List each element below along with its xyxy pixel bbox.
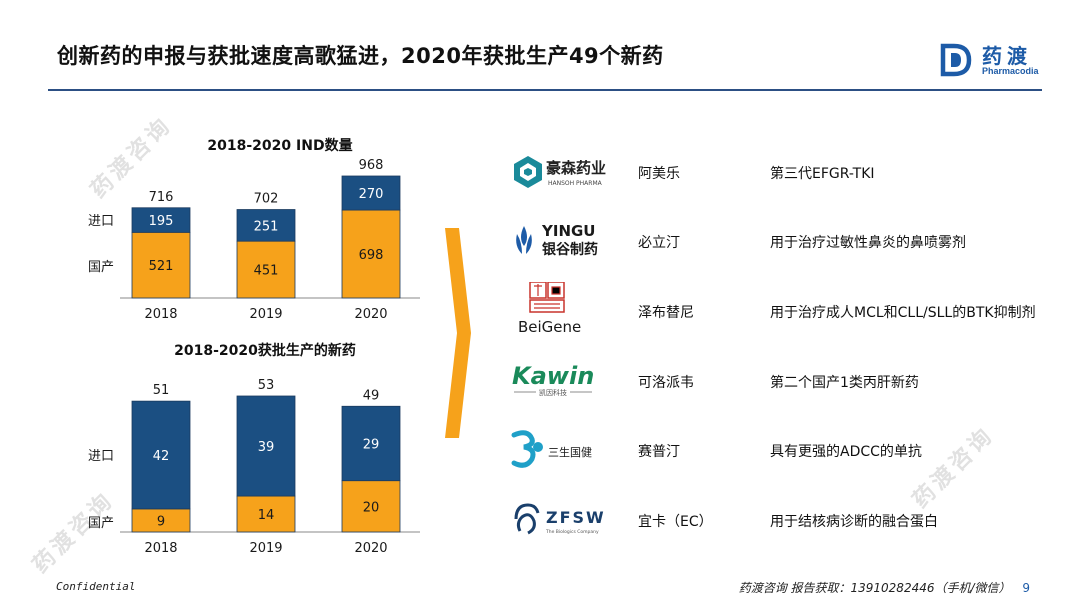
chevron-right-icon: [445, 228, 471, 438]
data-label: 451: [254, 264, 279, 279]
drug-name: 必立汀: [638, 235, 680, 251]
series-label: 进口: [88, 214, 114, 229]
data-label: 251: [254, 219, 279, 234]
yingu-logo: YINGU 银谷制药: [516, 222, 598, 258]
zfsw-logo: ZFSW The Biologics Company: [514, 503, 606, 535]
total-label: 49: [363, 388, 380, 403]
approval-chart-title: 2018-2020获批生产的新药: [174, 343, 356, 359]
total-label: 702: [254, 192, 279, 207]
drug-description: 具有更强的ADCC的单抗: [770, 444, 922, 460]
list-item: 三生国健 赛普汀 具有更强的ADCC的单抗: [506, 421, 1066, 477]
3sbio-logo-cn: 三生国健: [548, 445, 592, 459]
pharmacodia-mark-icon: [940, 43, 972, 77]
x-tick-label: 2019: [249, 307, 282, 322]
hansoh-logo-en: HANSOH PHARMA: [548, 180, 603, 187]
data-label: 29: [363, 437, 380, 452]
approval-stacked-bar-chart: 9 42 51 2018 14 39 53 2019 20 29 49 2020 国产 进口: [88, 378, 420, 556]
list-item: 豪森药业 HANSOH PHARMA 阿美乐 第三代EFGR-TKI: [506, 143, 1066, 199]
drug-description: 第二个国产1类丙肝新药: [770, 375, 919, 391]
series-label: 国产: [88, 260, 114, 275]
data-label: 521: [149, 259, 174, 274]
data-label: 195: [149, 214, 174, 229]
confidential-label: Confidential: [56, 580, 136, 593]
x-tick-label: 2020: [354, 541, 387, 556]
series-label: 国产: [88, 516, 114, 531]
footer-contact-text: 药渡咨询 报告获取：13910282446（手机/微信）: [738, 581, 1011, 595]
zfsw-logo-en: ZFSW: [546, 508, 606, 527]
total-label: 51: [153, 383, 170, 398]
title-divider: [48, 89, 1042, 91]
3sbio-logo: 三生国健: [511, 430, 592, 468]
ind-stacked-bar-chart: 521 195 716 2018 451 251 702 2019 698 270 968 2020 国…: [88, 158, 420, 322]
drug-description: 用于结核病诊断的融合蛋白: [770, 514, 938, 530]
bar-segment-import: [236, 209, 296, 242]
total-label: 53: [258, 378, 275, 393]
bar-segment-domestic: [131, 231, 191, 299]
bar-segment-import: [341, 175, 401, 211]
drug-name: 阿美乐: [638, 166, 680, 182]
x-tick-label: 2018: [144, 541, 177, 556]
data-label: 270: [359, 187, 384, 202]
drug-name: 泽布替尼: [638, 305, 694, 321]
hansoh-logo: 豪森药业 HANSOH PHARMA: [514, 156, 606, 188]
list-item: Kawin 凯因科技 可洛派韦 第二个国产1类丙肝新药: [506, 352, 1066, 408]
x-tick-label: 2020: [354, 307, 387, 322]
data-label: 14: [258, 508, 275, 523]
bar-segment-import: [341, 405, 401, 482]
logo-en-text: Pharmacodia: [982, 66, 1039, 76]
footer-contact: 药渡咨询 报告获取：13910282446（手机/微信） 9: [739, 579, 1030, 596]
kawin-logo-en: Kawin: [512, 362, 594, 390]
x-tick-label: 2018: [144, 307, 177, 322]
total-label: 968: [359, 158, 384, 173]
drug-name: 赛普汀: [638, 444, 680, 460]
x-tick-label: 2019: [249, 541, 282, 556]
pharmacodia-logo: 药渡 Pharmacodia: [938, 38, 1048, 82]
total-label: 716: [149, 190, 174, 205]
logo-cn-text: 药渡: [982, 44, 1032, 68]
data-label: 20: [363, 500, 380, 515]
drug-description: 用于治疗过敏性鼻炎的鼻喷雾剂: [770, 235, 966, 251]
bar-segment-import: [131, 207, 191, 233]
drug-name: 可洛派韦: [638, 375, 694, 391]
bar-segment-import: [131, 400, 191, 510]
beigene-logo: BeiGene: [518, 282, 581, 336]
series-label: 进口: [88, 449, 114, 464]
kawin-logo-cn: 凯因科技: [539, 388, 567, 397]
bar-segment-domestic: [341, 480, 401, 533]
list-item: YINGU 银谷制药 必立汀 用于治疗过敏性鼻炎的鼻喷雾剂: [506, 212, 1066, 268]
kawin-logo: Kawin 凯因科技: [512, 362, 594, 397]
data-label: 39: [258, 440, 275, 455]
yingu-logo-en: YINGU: [541, 222, 596, 240]
bar-segment-import: [236, 395, 296, 497]
data-label: 42: [153, 449, 170, 464]
drug-description: 用于治疗成人MCL和CLL/SLL的BTK抑制剂: [770, 305, 1036, 321]
page-title: 创新药的申报与获批速度高歌猛进，2020年获批生产49个新药: [57, 44, 664, 68]
bar-segment-domestic: [341, 209, 401, 299]
zfsw-logo-tag: The Biologics Company: [545, 529, 599, 535]
drug-name: 宜卡（EC）: [638, 514, 713, 530]
list-item: ZFSW The Biologics Company 宜卡（EC） 用于结核病诊…: [506, 491, 1066, 547]
list-item: BeiGene 泽布替尼 用于治疗成人MCL和CLL/SLL的BTK抑制剂: [506, 282, 1066, 338]
drug-description: 第三代EFGR-TKI: [770, 166, 875, 182]
hansoh-logo-cn: 豪森药业: [546, 159, 606, 177]
bar-segment-domestic: [236, 240, 296, 299]
beigene-logo-text: BeiGene: [518, 318, 581, 336]
ind-chart-title: 2018-2020 IND数量: [207, 138, 353, 154]
yingu-logo-cn: 银谷制药: [542, 241, 598, 258]
page-number: 9: [1022, 581, 1030, 595]
data-label: 9: [157, 514, 165, 529]
data-label: 698: [359, 248, 384, 263]
